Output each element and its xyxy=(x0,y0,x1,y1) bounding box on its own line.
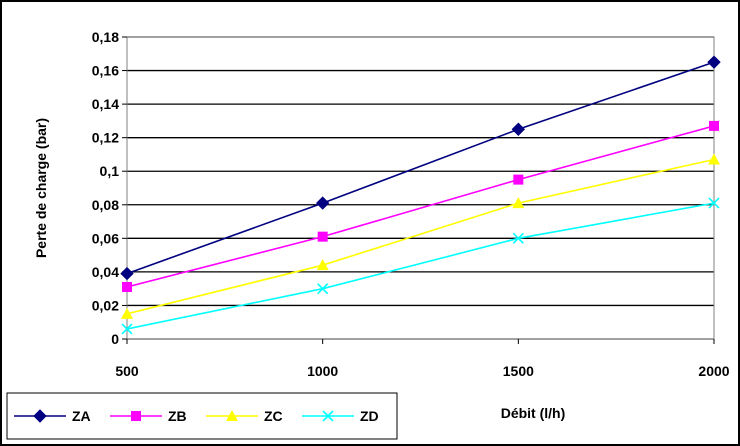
legend-item-za: ZA xyxy=(14,408,91,424)
legend-item-zc: ZC xyxy=(206,408,283,424)
data-point xyxy=(131,411,141,421)
data-point xyxy=(512,197,525,209)
x-axis-title: Débit (l/h) xyxy=(501,405,566,421)
series-zb xyxy=(122,120,719,292)
y-tick-label: 0,14 xyxy=(92,96,119,112)
x-tick-label: 500 xyxy=(115,363,139,379)
y-tick-label: 0,08 xyxy=(92,197,119,213)
data-point xyxy=(317,231,328,242)
data-point xyxy=(708,197,720,209)
y-tick-label: 0,02 xyxy=(92,297,119,313)
series-za xyxy=(120,55,721,281)
series-line xyxy=(126,61,715,275)
data-point xyxy=(322,410,334,422)
data-point xyxy=(33,409,47,423)
data-point xyxy=(317,283,329,295)
data-point xyxy=(121,307,133,319)
y-tick-label: 0,1 xyxy=(100,163,120,179)
legend-item-zb: ZB xyxy=(110,408,187,424)
legend-label: ZC xyxy=(264,408,283,424)
data-point xyxy=(315,196,330,210)
y-tick-label: 0,16 xyxy=(92,63,119,79)
data-point xyxy=(122,281,132,292)
x-tick-label: 1500 xyxy=(503,363,534,379)
data-point xyxy=(316,259,329,271)
legend-item-zd: ZD xyxy=(302,408,379,424)
y-tick-label: 0,06 xyxy=(92,230,119,246)
y-axis-title: Perte de charge (bar) xyxy=(33,118,49,258)
legend: ZA ZB ZC ZD xyxy=(6,392,398,440)
series-zd xyxy=(121,197,720,335)
series-line xyxy=(126,202,715,330)
series-line xyxy=(126,125,715,288)
x-tick-label: 2000 xyxy=(698,363,729,379)
data-point xyxy=(226,410,238,421)
series-zc xyxy=(121,153,720,319)
data-point xyxy=(707,55,721,69)
data-point xyxy=(511,122,526,136)
data-point xyxy=(120,266,134,281)
series-line xyxy=(126,158,715,315)
data-point xyxy=(512,232,524,244)
x-tick-label: 1000 xyxy=(307,363,338,379)
y-tick-label: 0,18 xyxy=(92,29,119,45)
data-point xyxy=(513,174,524,185)
legend-label: ZA xyxy=(72,408,91,424)
data-point xyxy=(708,153,720,165)
data-point xyxy=(121,323,133,335)
y-tick-label: 0 xyxy=(111,331,119,347)
legend-label: ZD xyxy=(360,408,379,424)
data-point xyxy=(709,120,719,131)
y-tick-label: 0,04 xyxy=(92,264,119,280)
legend-label: ZB xyxy=(168,408,187,424)
y-tick-label: 0,12 xyxy=(92,130,119,146)
axis-ticks: 0 0,02 0,04 0,06 0,08 0,1 0,12 0,14 0,16 0,18 500 1… xyxy=(92,29,730,379)
plot-area xyxy=(126,36,715,340)
series-group xyxy=(120,55,721,335)
